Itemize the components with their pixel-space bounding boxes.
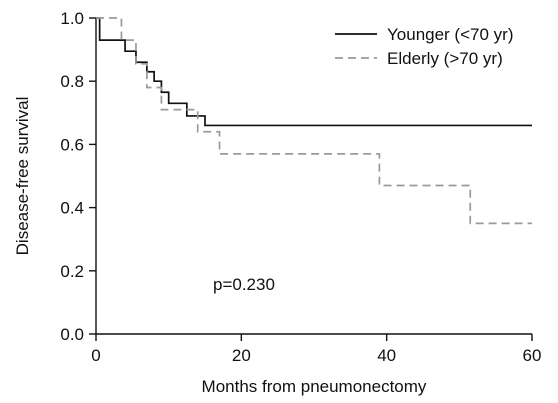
- series-line-elderly: [96, 17, 532, 225]
- y-tick-label-2: 0.4: [60, 199, 84, 218]
- x-tick-label-3: 60: [523, 346, 542, 365]
- x-tick-label-2: 40: [377, 346, 396, 365]
- p-value-annotation: p=0.230: [213, 275, 275, 294]
- y-tick-label-0: 0.0: [60, 325, 84, 344]
- legend: Younger (<70 yr) Elderly (>70 yr): [335, 25, 513, 68]
- y-axis-label: Disease-free survival: [13, 97, 32, 256]
- x-axis-label: Months from pneumonectomy: [202, 377, 427, 396]
- legend-label-younger: Younger (<70 yr): [387, 25, 513, 44]
- y-tick-label-1: 0.2: [60, 262, 84, 281]
- x-tick-label-0: 0: [91, 346, 100, 365]
- axes: [95, 18, 532, 335]
- ticks: 0 20 40 60 0.0 0.2 0.4 0.6 0.8 1.0: [60, 9, 541, 365]
- y-tick-label-4: 0.8: [60, 72, 84, 91]
- series-line-younger: [96, 17, 532, 127]
- y-tick-label-5: 1.0: [60, 9, 84, 28]
- x-tick-label-1: 20: [232, 346, 251, 365]
- legend-label-elderly: Elderly (>70 yr): [387, 49, 503, 68]
- series-lines: [96, 17, 532, 225]
- y-tick-label-3: 0.6: [60, 135, 84, 154]
